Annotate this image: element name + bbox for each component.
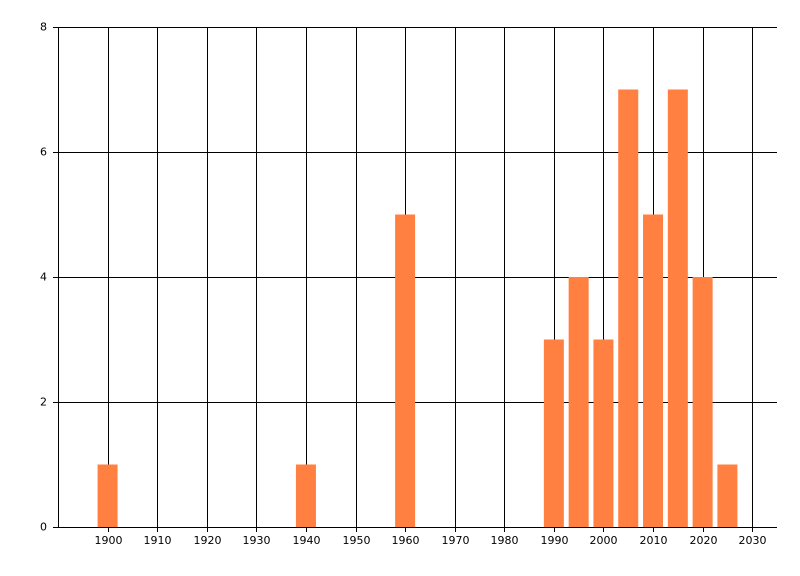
x-tick-label: 1960 bbox=[392, 534, 420, 547]
x-tick-label: 1910 bbox=[144, 534, 172, 547]
x-tick-label: 2030 bbox=[739, 534, 767, 547]
x-tick-label: 1990 bbox=[541, 534, 569, 547]
y-tick-label: 0 bbox=[40, 521, 47, 534]
bar bbox=[543, 339, 564, 527]
bar bbox=[97, 464, 118, 527]
bar bbox=[692, 277, 713, 527]
x-tick-label: 1930 bbox=[243, 534, 271, 547]
y-tick-label: 8 bbox=[40, 21, 47, 34]
x-tick-label: 1900 bbox=[95, 534, 123, 547]
x-tick-label: 1980 bbox=[491, 534, 519, 547]
x-tick-label: 1940 bbox=[293, 534, 321, 547]
bar bbox=[593, 339, 614, 527]
x-tick-label: 1970 bbox=[442, 534, 470, 547]
bar bbox=[667, 89, 688, 527]
y-tick-label: 2 bbox=[40, 396, 47, 409]
bar bbox=[295, 464, 316, 527]
bar bbox=[717, 464, 738, 527]
x-tick-label: 2010 bbox=[640, 534, 668, 547]
x-tick-label: 2000 bbox=[590, 534, 618, 547]
bar bbox=[395, 214, 416, 527]
bar bbox=[618, 89, 639, 527]
bar bbox=[643, 214, 664, 527]
y-tick-label: 6 bbox=[40, 146, 47, 159]
x-tick-label: 1920 bbox=[194, 534, 222, 547]
y-tick-label: 4 bbox=[40, 271, 47, 284]
x-tick-label: 1950 bbox=[343, 534, 371, 547]
x-tick-label: 2020 bbox=[690, 534, 718, 547]
bar bbox=[568, 277, 589, 527]
